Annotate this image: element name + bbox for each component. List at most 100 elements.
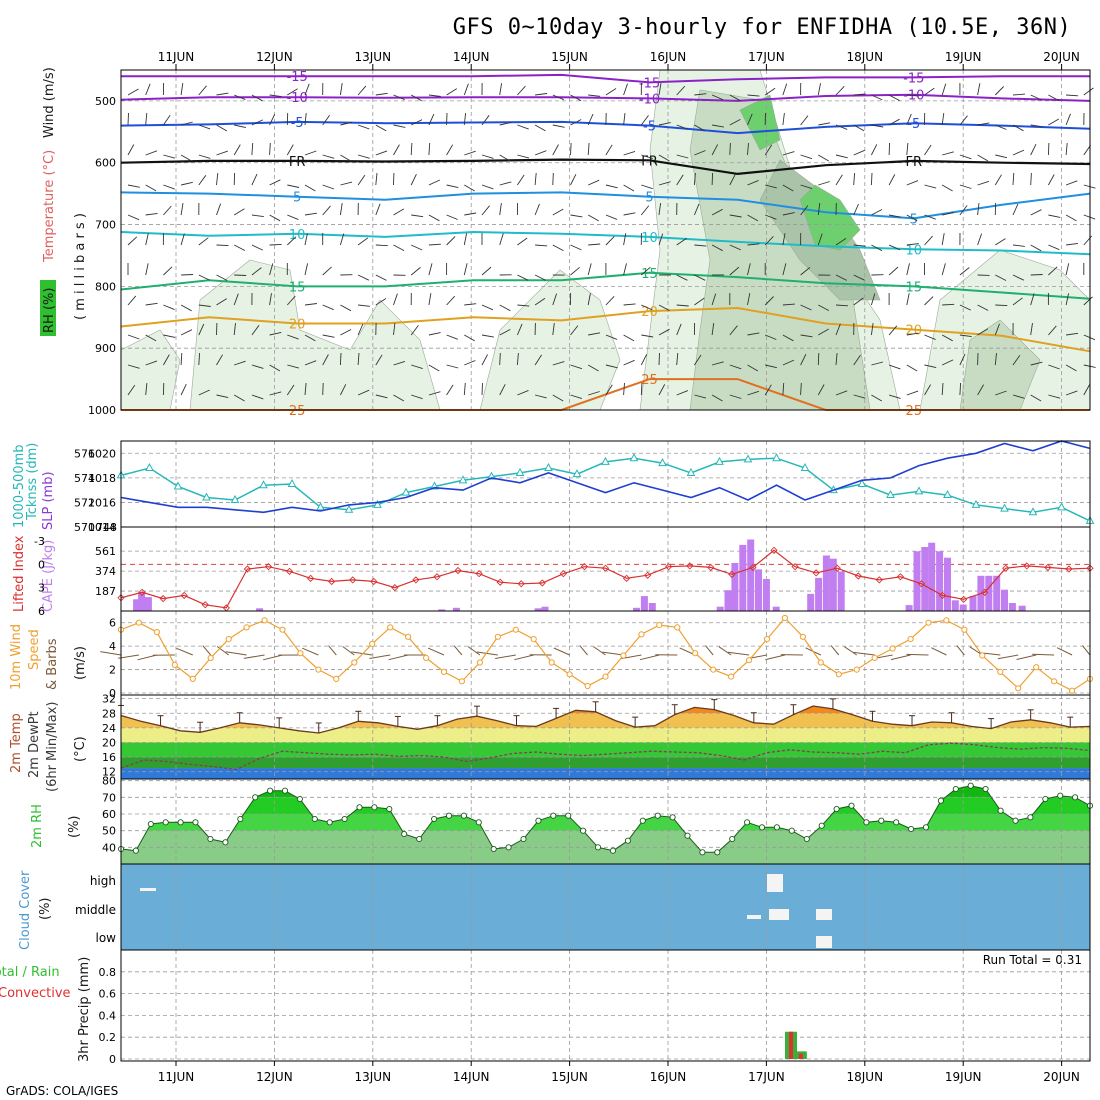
wind-barb xyxy=(517,237,528,246)
wind-barb xyxy=(463,83,469,96)
wind-barb xyxy=(516,323,523,336)
thickness-point xyxy=(458,475,468,484)
wind-speed-point xyxy=(189,675,196,683)
wind-barb xyxy=(163,334,176,338)
cape-bar xyxy=(928,542,936,611)
lifted-index-point xyxy=(201,601,209,609)
slp-line xyxy=(120,440,1091,514)
wind-barb xyxy=(251,173,258,186)
wind-speed-point xyxy=(817,659,824,666)
date-tick-bottom: 19JUN xyxy=(945,1070,982,1084)
contour-label: -5 xyxy=(291,116,304,131)
cape-bar xyxy=(640,596,648,611)
wind-speed-point xyxy=(781,614,789,622)
contour-label: 25 xyxy=(906,404,923,419)
wind-speed-point xyxy=(530,636,537,643)
rh2m-axis-label: 2m RH xyxy=(30,804,45,848)
wind-barb xyxy=(658,181,671,186)
contour-label: 5 xyxy=(293,191,301,206)
wind-barb xyxy=(694,244,707,247)
wind-barb xyxy=(658,203,662,216)
wind-barb xyxy=(623,233,627,246)
rh-point xyxy=(192,819,199,826)
wind-barb xyxy=(1048,94,1060,101)
lifted-index-point xyxy=(580,563,589,571)
wind-barb xyxy=(251,244,263,251)
wind-speed-point xyxy=(746,657,753,664)
wind-barb xyxy=(588,94,601,97)
wind-barb xyxy=(835,174,843,186)
lifted-index-point xyxy=(749,563,757,572)
wind-barb xyxy=(534,150,547,156)
wind-barb xyxy=(287,334,299,340)
wind-barb xyxy=(304,303,317,306)
contour-label: -15 xyxy=(287,70,308,85)
wind-barb xyxy=(977,328,989,336)
cape-bar xyxy=(959,604,967,611)
lifted-index-point xyxy=(538,579,546,587)
wind-barb xyxy=(941,233,945,246)
wind-barb xyxy=(216,274,228,281)
wind-barb xyxy=(481,154,494,159)
wind-barb xyxy=(481,205,490,216)
wind-barb xyxy=(1048,174,1055,186)
wind-barb xyxy=(516,352,519,366)
rh-axis-label: RH (%) xyxy=(42,288,57,333)
wind-barb xyxy=(463,263,468,276)
wind-barb xyxy=(552,94,564,101)
wind-barb xyxy=(959,154,972,160)
wind-barb xyxy=(163,154,176,159)
rh-point xyxy=(565,812,572,819)
rh-point xyxy=(162,819,169,826)
wind-barb xyxy=(375,244,388,247)
rh-point xyxy=(386,805,393,813)
wind-barb xyxy=(694,124,706,132)
wind-barb xyxy=(1012,93,1026,96)
temp-label-line1: 2m Temp xyxy=(9,713,24,773)
precip-tick: 0.6 xyxy=(99,988,117,1001)
wind-barb xyxy=(587,293,591,306)
lifted-index-point xyxy=(665,563,673,571)
thickness-point xyxy=(772,453,781,462)
wind-barb xyxy=(747,214,759,222)
wind-barb xyxy=(1030,361,1043,366)
wind-barb xyxy=(499,154,511,162)
precip-tick: 0 xyxy=(109,1053,116,1066)
wind-barb xyxy=(817,384,825,396)
wind-barb xyxy=(322,354,329,366)
cape-bar xyxy=(944,557,951,611)
wind-barb xyxy=(1083,235,1093,246)
surface-wind-barb xyxy=(495,654,516,659)
wind-barb xyxy=(711,208,723,216)
rh-point xyxy=(401,830,408,838)
wind-speed-point xyxy=(638,631,645,638)
wind-barb xyxy=(694,394,707,399)
wind-speed-point xyxy=(943,617,950,624)
wind-barb xyxy=(941,334,953,342)
wind-barb xyxy=(693,172,696,186)
surface-wind-barb xyxy=(514,654,534,661)
lifted-index-point xyxy=(643,571,652,579)
wind-barb xyxy=(481,354,488,366)
rh-point xyxy=(341,815,348,823)
wind-barb xyxy=(393,144,400,156)
cape-tick: 374 xyxy=(95,565,116,578)
wind-barb xyxy=(570,244,582,251)
wind-barb xyxy=(410,174,417,186)
rh-shading-area xyxy=(189,259,441,411)
contour-label: 20 xyxy=(641,305,658,320)
wind-barb xyxy=(517,154,530,159)
wind-barb xyxy=(623,263,627,276)
temperature-contour-15 xyxy=(120,271,1091,300)
surface-wind-barb xyxy=(1056,647,1073,656)
wind-barb xyxy=(765,214,777,220)
wind-barb xyxy=(145,263,149,276)
wind-speed-point xyxy=(476,659,483,666)
wind-speed-point xyxy=(710,666,717,673)
contour-label: 25 xyxy=(289,404,306,419)
wind-barb xyxy=(641,304,653,311)
wind-barb xyxy=(853,124,865,132)
wind-barb xyxy=(747,364,759,372)
wind-barb xyxy=(906,94,919,97)
contour-label: 20 xyxy=(289,317,306,332)
